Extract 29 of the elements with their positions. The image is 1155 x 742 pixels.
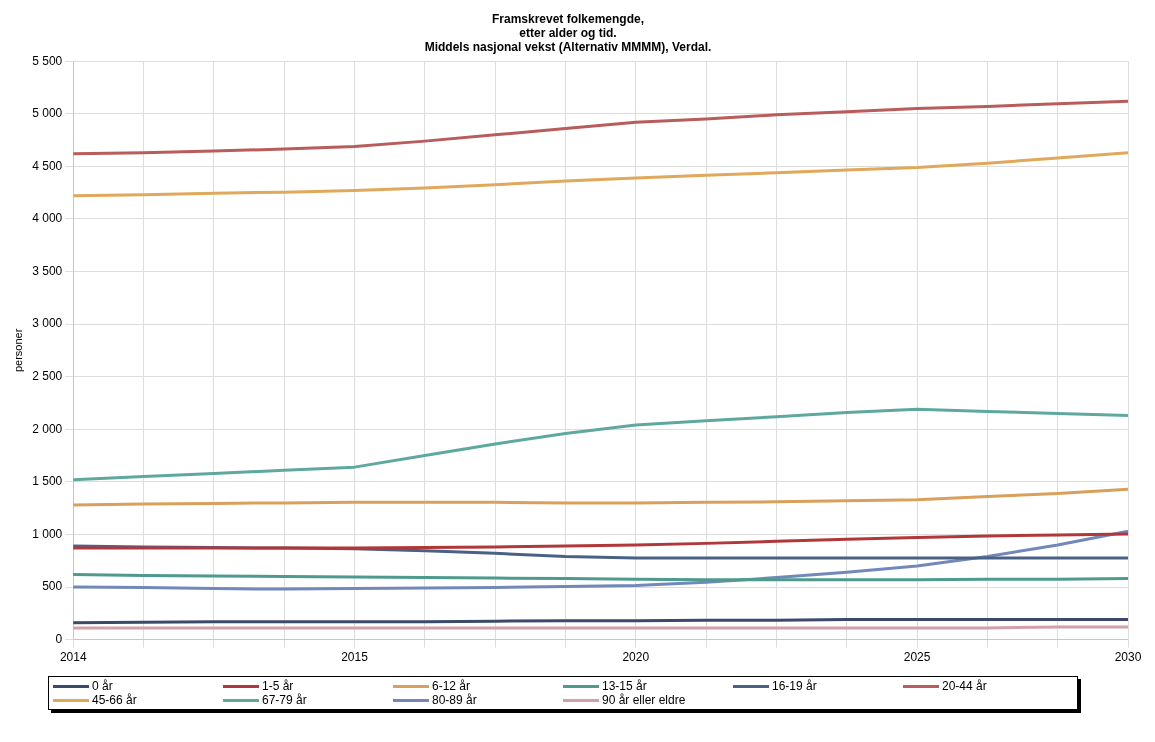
y-tick-label: 4 000 xyxy=(32,211,63,226)
y-tick-label: 5 500 xyxy=(32,53,63,68)
x-tick-label: 2020 xyxy=(622,650,650,665)
y-tick-label: 2 000 xyxy=(32,421,63,436)
y-tick-label: 3 500 xyxy=(32,263,63,278)
x-tick-label: 2030 xyxy=(1114,650,1142,665)
y-tick-label: 2 500 xyxy=(32,369,63,383)
x-tick-label: 2014 xyxy=(59,650,87,665)
legend-label: 20-44 år xyxy=(942,679,987,693)
legend-label: 13-15 år xyxy=(602,679,647,693)
y-tick-label: 1 500 xyxy=(32,474,63,489)
y-tick-label: 4 500 xyxy=(32,158,63,173)
legend-label: 90 år eller eldre xyxy=(602,693,686,707)
x-tick-label: 2015 xyxy=(341,650,369,665)
legend-label: 6-12 år xyxy=(432,679,471,693)
legend-label: 1-5 år xyxy=(262,679,294,693)
legend-label: 45-66 år xyxy=(92,693,137,707)
y-tick-label: 3 000 xyxy=(32,316,63,331)
chart-title: Framskrevet folkemengde, etter alder og tid. Middels nasjonal vekst (Alternativ MMMM), Verdal. xyxy=(424,11,712,55)
legend-label: 0 år xyxy=(92,679,113,693)
legend-label: 80-89 år xyxy=(432,693,477,707)
y-tick-label: 1 000 xyxy=(32,526,63,541)
y-axis-title: personer xyxy=(11,328,24,373)
x-tick-label: 2025 xyxy=(903,650,931,665)
y-tick-label: 0 xyxy=(55,631,63,646)
legend-label: 16-19 år xyxy=(772,679,817,693)
y-tick-label: 5 000 xyxy=(32,106,63,121)
y-tick-label: 500 xyxy=(42,579,63,594)
legend-label: 67-79 år xyxy=(262,693,307,707)
